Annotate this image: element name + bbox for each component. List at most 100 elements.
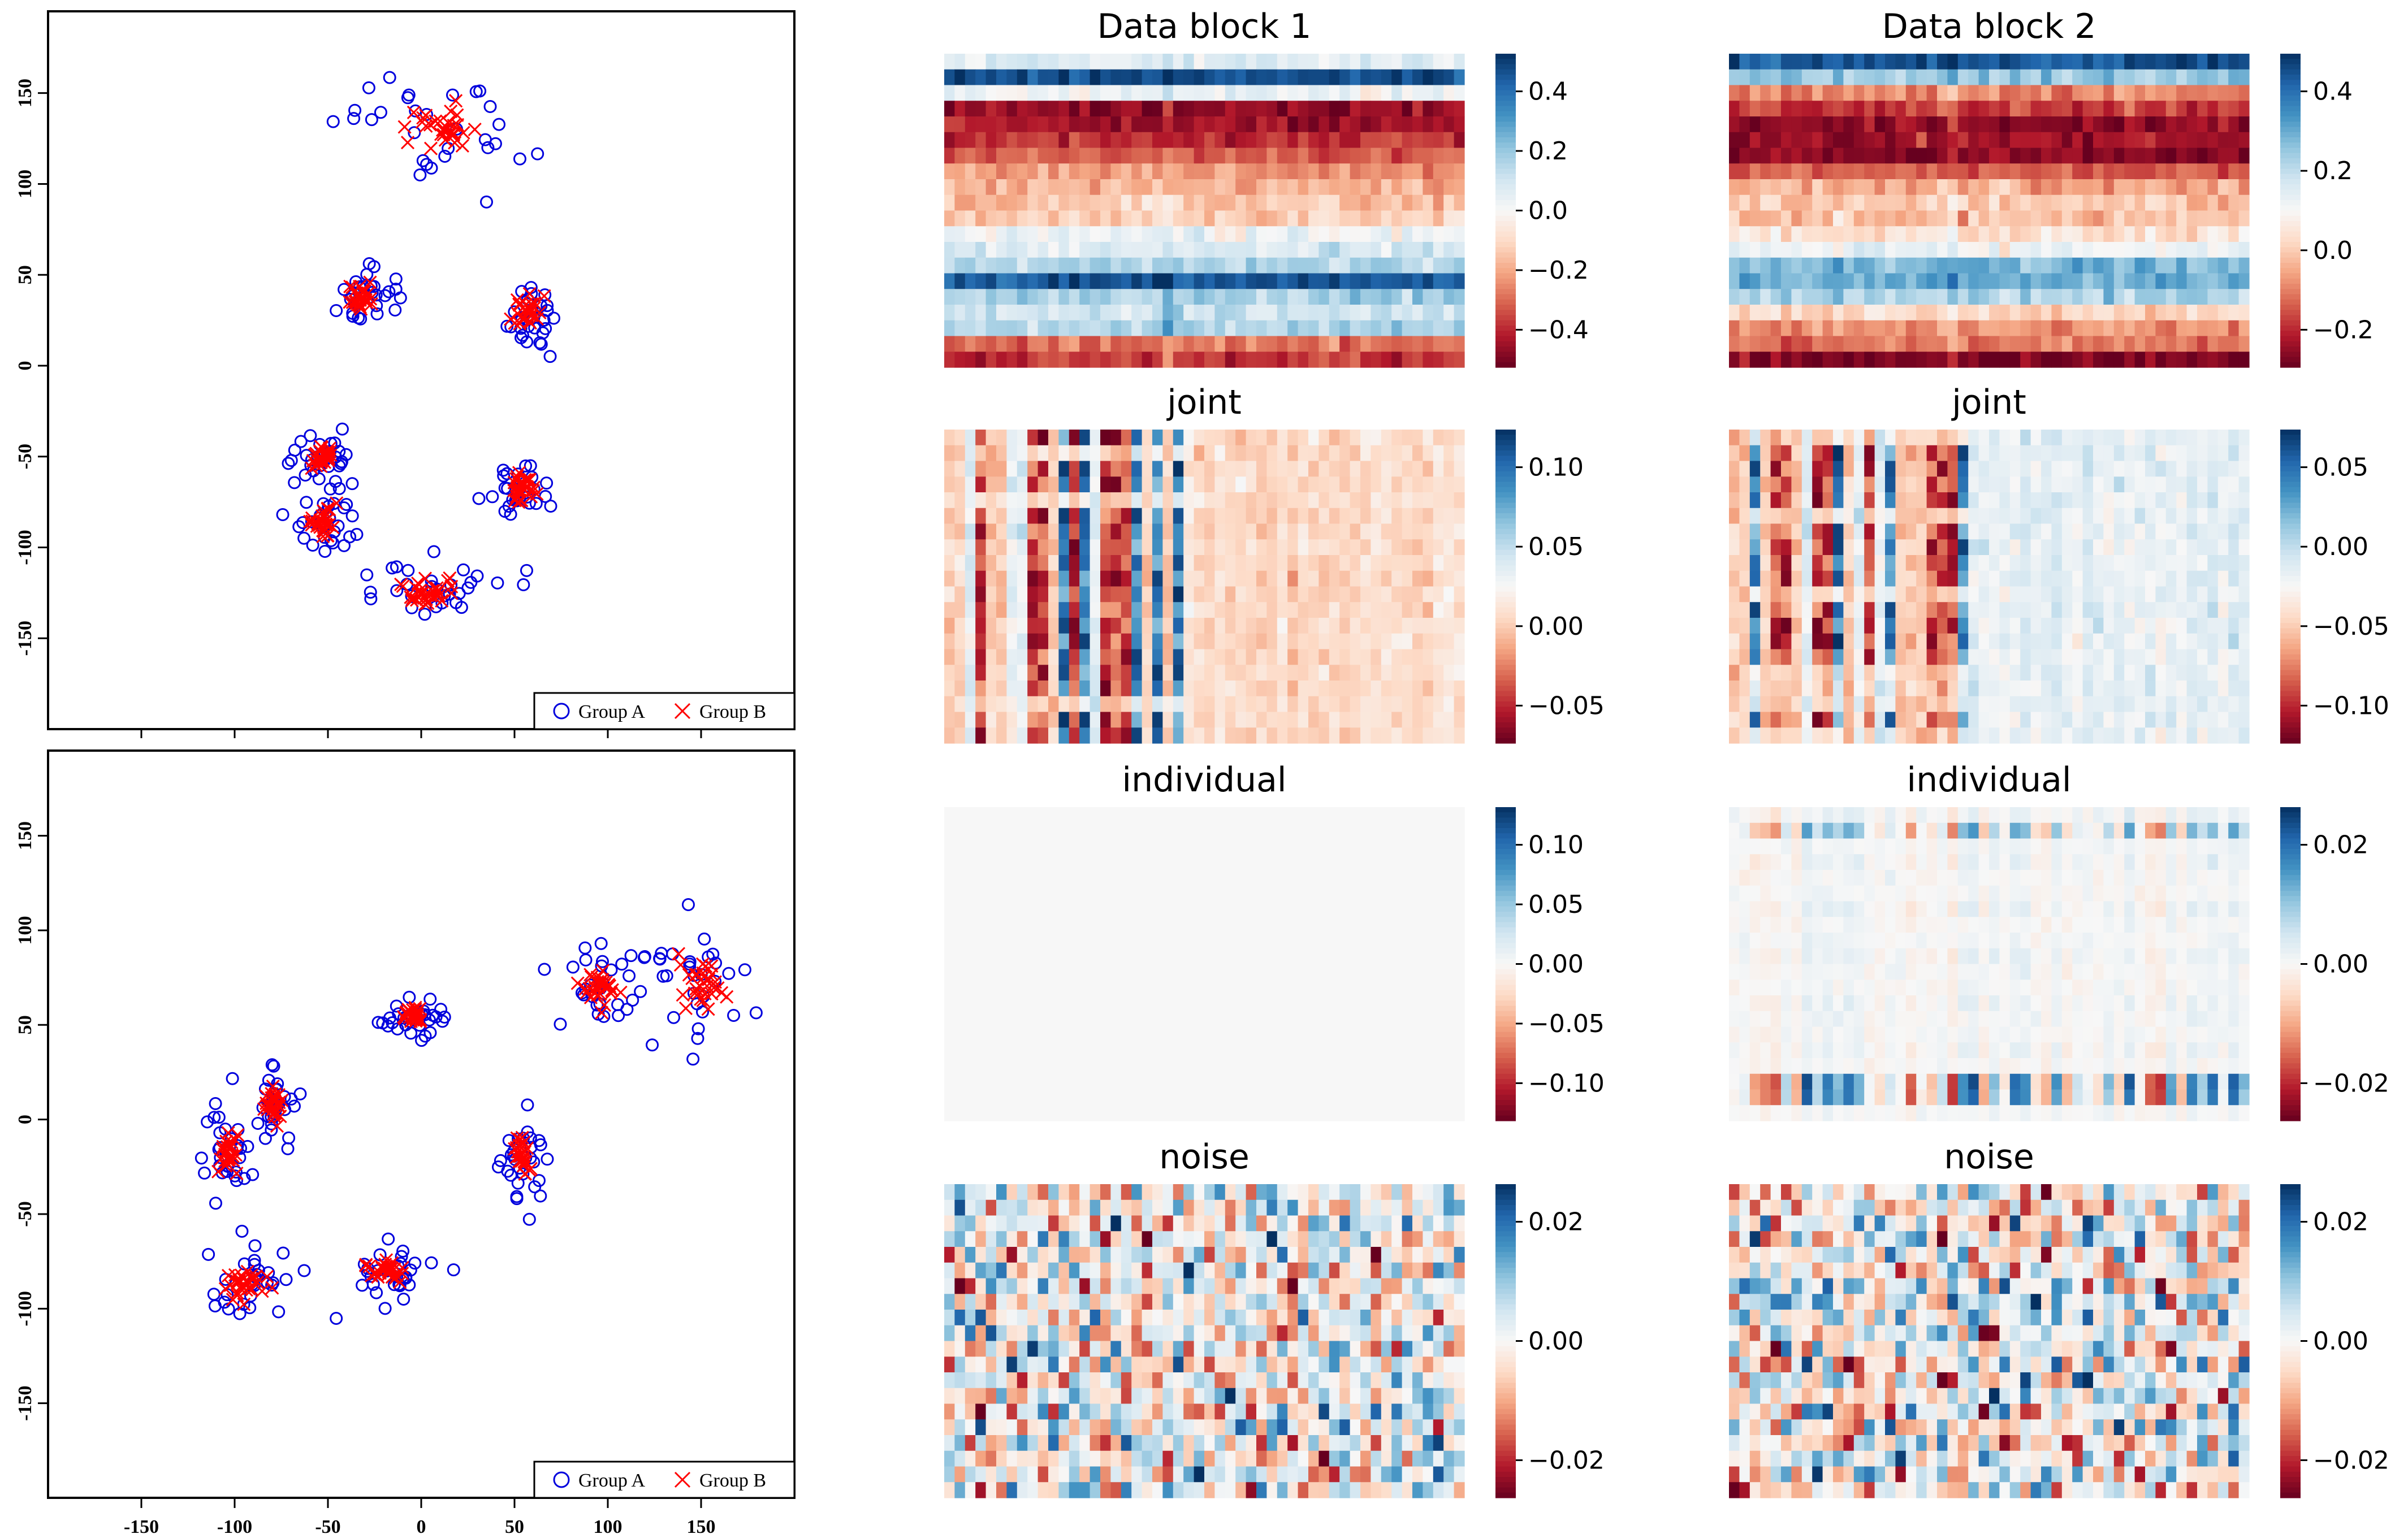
heatmap-cell: [1318, 257, 1330, 274]
heatmap-cell: [1402, 210, 1413, 227]
heatmap-cell: [1225, 257, 1236, 274]
heatmap-cell: [1100, 570, 1111, 587]
heatmap-cell: [1812, 476, 1823, 493]
heatmap-cell: [2197, 54, 2208, 70]
heatmap-cell: [1152, 570, 1163, 587]
heatmap-cell: [1885, 445, 1896, 462]
heatmap-cell: [1874, 163, 1886, 180]
heatmap-cell: [1131, 257, 1143, 274]
heatmap-cell: [1318, 289, 1330, 305]
heatmap-cell: [1214, 336, 1226, 352]
heatmap-cell: [1308, 712, 1319, 728]
heatmap-cell: [2113, 523, 2125, 540]
heatmap-cell: [1069, 586, 1080, 603]
heatmap-cell: [1058, 555, 1070, 571]
heatmap-cell: [1812, 305, 1823, 321]
heatmap-cell: [1937, 539, 1948, 556]
heatmap-cells: [944, 430, 1465, 744]
heatmap-cell: [1770, 163, 1782, 180]
heatmap-cell: [954, 461, 966, 477]
heatmap-cell: [1277, 665, 1288, 681]
heatmap-cell: [1729, 320, 1740, 337]
heatmap-cell: [2093, 445, 2104, 462]
heatmap-cell: [1214, 602, 1226, 618]
heatmap-cell: [1266, 242, 1278, 258]
heatmap-cell: [1843, 476, 1854, 493]
heatmap-cell: [1339, 508, 1351, 525]
heatmap-cell: [1131, 69, 1143, 86]
heatmap-cell: [1277, 445, 1288, 462]
heatmap-cell: [2020, 476, 2031, 493]
heatmap-cell: [1443, 54, 1455, 70]
heatmap-cell: [1131, 665, 1143, 681]
heatmap-cell: [1079, 445, 1091, 462]
heatmap-cell: [1162, 85, 1174, 101]
heatmap-cell: [1391, 305, 1403, 321]
heatmap-cell: [975, 69, 987, 86]
heatmap-cell: [1037, 492, 1049, 509]
colorbar-segment: [1495, 137, 1516, 143]
heatmap-cell: [1069, 696, 1080, 713]
heatmap-cell: [1162, 179, 1174, 196]
group-b-point: [584, 970, 599, 984]
heatmap-cell: [1350, 336, 1361, 352]
heatmap-cell: [1194, 602, 1205, 618]
heatmap-cell: [996, 194, 1007, 211]
heatmap-cell: [1749, 194, 1761, 211]
heatmap-cell: [1069, 289, 1080, 305]
heatmap-cell: [2061, 649, 2073, 665]
heatmap-cell: [1423, 163, 1434, 180]
heatmap-cell: [1277, 649, 1288, 665]
heatmap-cell: [1308, 210, 1319, 227]
heatmap-cell: [1027, 508, 1039, 525]
heatmap-cell: [1173, 712, 1184, 728]
heatmap-cell: [1391, 336, 1403, 352]
heatmap-cell: [1812, 85, 1823, 101]
heatmap-cell: [1194, 289, 1205, 305]
heatmap-cell: [2051, 508, 2063, 525]
heatmap-cell: [1256, 320, 1267, 337]
heatmap-cell: [2238, 257, 2250, 274]
heatmap-cell: [1329, 148, 1340, 164]
heatmap-cell: [1937, 492, 1948, 509]
heatmap-cell: [1277, 727, 1288, 744]
heatmap-cell: [1121, 492, 1132, 509]
heatmap-cell: [1298, 179, 1309, 196]
heatmap-cell: [2009, 336, 2021, 352]
heatmap-cell: [1781, 586, 1792, 603]
heatmap-cell: [2124, 242, 2135, 258]
heatmap-cell: [1100, 116, 1111, 133]
group-a-point: [667, 1011, 680, 1024]
heatmap-cell: [2176, 320, 2187, 337]
group-a-point: [416, 154, 430, 167]
heatmap-cell: [1812, 210, 1823, 227]
heatmap-cell: [1833, 618, 1844, 634]
heatmap-cell: [1957, 163, 1969, 180]
colorbar-segment: [1495, 466, 1516, 472]
heatmap-cell: [2217, 69, 2229, 86]
heatmap-cell: [1781, 179, 1792, 196]
heatmap-cell: [1006, 273, 1018, 289]
heatmap-cell: [2217, 618, 2229, 634]
group-b-point: [218, 1282, 232, 1296]
heatmap-cell: [1412, 586, 1423, 603]
heatmap-cell: [2051, 555, 2063, 571]
heatmap-cell: [1402, 305, 1413, 321]
colorbar-segment: [1495, 440, 1516, 446]
heatmap-cell: [1079, 727, 1091, 744]
heatmap-cell: [2041, 476, 2052, 493]
heatmap-cell: [2030, 352, 2042, 368]
heatmap-cell: [1256, 101, 1267, 117]
heatmap-cell: [1225, 508, 1236, 525]
heatmap-cell: [2176, 69, 2187, 86]
heatmap-cell: [1443, 85, 1455, 101]
heatmap-cell: [954, 430, 966, 446]
heatmap-cell: [1853, 461, 1865, 477]
heatmap-cell: [1235, 476, 1247, 493]
heatmap-cell: [1006, 257, 1018, 274]
colorbar-segment: [1495, 660, 1516, 665]
heatmap-cell: [1853, 132, 1865, 149]
heatmap-cell: [985, 570, 997, 587]
heatmap-cell: [1173, 727, 1184, 744]
